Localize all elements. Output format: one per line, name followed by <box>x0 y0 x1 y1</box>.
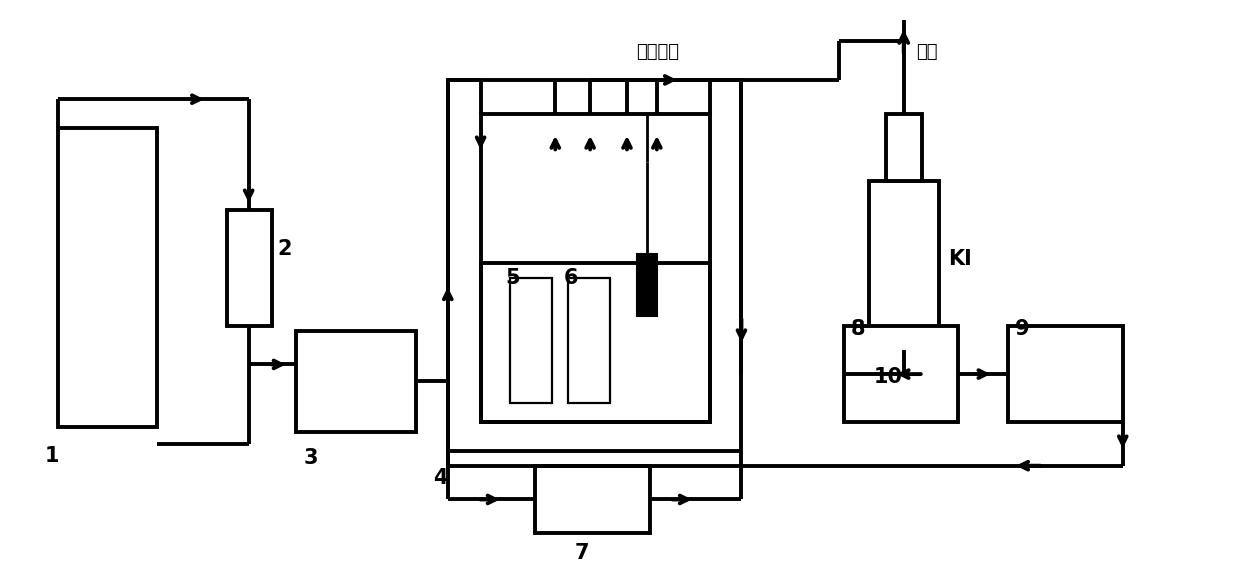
Bar <box>568 278 610 403</box>
Bar <box>869 237 939 349</box>
Text: 3: 3 <box>304 448 317 468</box>
Bar <box>57 128 157 427</box>
Text: 4: 4 <box>433 468 448 488</box>
Text: 10: 10 <box>874 367 903 387</box>
Text: 1: 1 <box>45 446 60 467</box>
Text: 7: 7 <box>575 543 589 563</box>
Bar <box>869 237 939 349</box>
Bar <box>481 263 709 422</box>
Text: 5: 5 <box>506 268 520 288</box>
Text: 氧气: 氧气 <box>915 43 937 61</box>
Bar <box>481 114 709 422</box>
Bar <box>296 331 415 432</box>
Text: 2: 2 <box>278 239 293 259</box>
Bar <box>844 326 959 422</box>
Bar <box>448 80 742 451</box>
Bar <box>637 253 657 316</box>
Bar <box>1008 326 1122 422</box>
Text: 9: 9 <box>1016 319 1030 339</box>
Text: 8: 8 <box>851 319 866 339</box>
Bar <box>536 466 650 533</box>
Text: 尾气出口: 尾气出口 <box>636 43 680 61</box>
Bar <box>448 374 742 451</box>
Bar <box>869 181 939 350</box>
Bar <box>511 278 552 403</box>
Bar <box>481 263 709 422</box>
Text: 6: 6 <box>563 268 578 288</box>
Bar <box>227 210 272 326</box>
Text: KI: KI <box>949 249 972 269</box>
Bar <box>885 114 921 181</box>
